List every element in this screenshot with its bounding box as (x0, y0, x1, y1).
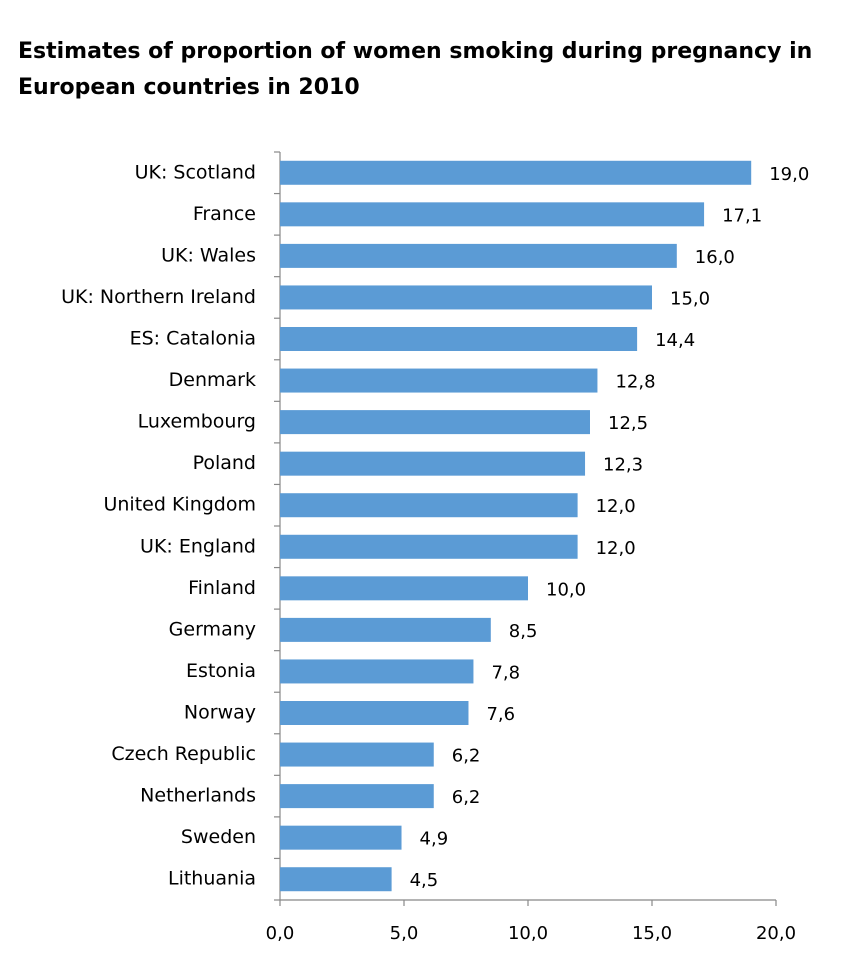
x-tick-label: 10,0 (508, 923, 548, 944)
bar (280, 784, 434, 809)
bar (280, 867, 392, 892)
value-label: 12,0 (596, 538, 636, 559)
y-tick-label: United Kingdom (103, 494, 256, 516)
bar (280, 659, 474, 684)
x-tick-label: 5,0 (390, 923, 419, 944)
bar (280, 410, 590, 435)
bar (280, 576, 528, 601)
bar (280, 742, 434, 767)
y-tick-label: UK: Wales (161, 244, 256, 266)
y-tick-label: Netherlands (140, 785, 256, 807)
y-tick-label: Sweden (181, 826, 256, 848)
y-tick-label: France (193, 203, 256, 225)
y-tick-label: ES: Catalonia (130, 328, 256, 350)
value-label: 7,6 (486, 704, 515, 725)
y-tick-label: Czech Republic (111, 743, 256, 765)
value-label: 12,5 (608, 413, 648, 434)
value-label: 12,3 (603, 455, 643, 476)
x-tick-label: 20,0 (756, 923, 796, 944)
value-label: 15,0 (670, 288, 710, 309)
value-label: 12,0 (596, 496, 636, 517)
bar (280, 534, 578, 559)
bar (280, 493, 578, 518)
value-label: 7,8 (491, 662, 520, 683)
bar (280, 701, 469, 725)
value-label: 16,0 (695, 247, 735, 268)
bar (280, 243, 677, 268)
bar (280, 285, 652, 310)
bar (280, 368, 598, 393)
bar (280, 451, 586, 476)
y-tick-label: UK: England (140, 535, 256, 557)
y-tick-label: Germany (169, 618, 256, 640)
value-label: 14,4 (655, 330, 695, 351)
y-tick-label: Luxembourg (138, 411, 256, 433)
bar (280, 327, 638, 351)
y-tick-label: UK: Northern Ireland (61, 286, 256, 308)
value-label: 6,2 (452, 787, 481, 808)
bar (280, 825, 402, 850)
y-tick-label: Lithuania (168, 868, 256, 890)
value-label: 10,0 (546, 579, 586, 600)
y-tick-label: Estonia (186, 660, 256, 682)
y-tick-label: Finland (188, 577, 256, 599)
value-label: 4,9 (420, 829, 449, 850)
y-tick-label: Norway (184, 702, 256, 724)
chart-title: Estimates of proportion of women smoking… (18, 39, 813, 100)
value-label: 4,5 (410, 870, 439, 891)
bar (280, 202, 705, 227)
x-tick-label: 0,0 (266, 923, 295, 944)
x-tick-label: 15,0 (632, 923, 672, 944)
y-tick-label: UK: Scotland (135, 161, 256, 183)
y-tick-label: Poland (193, 452, 256, 474)
bar (280, 617, 491, 642)
bar (280, 160, 752, 185)
value-label: 19,0 (769, 164, 809, 185)
y-tick-label: Denmark (169, 369, 256, 391)
value-label: 8,5 (509, 621, 538, 642)
value-label: 12,8 (615, 372, 655, 393)
value-label: 17,1 (722, 205, 762, 226)
value-label: 6,2 (452, 746, 481, 767)
